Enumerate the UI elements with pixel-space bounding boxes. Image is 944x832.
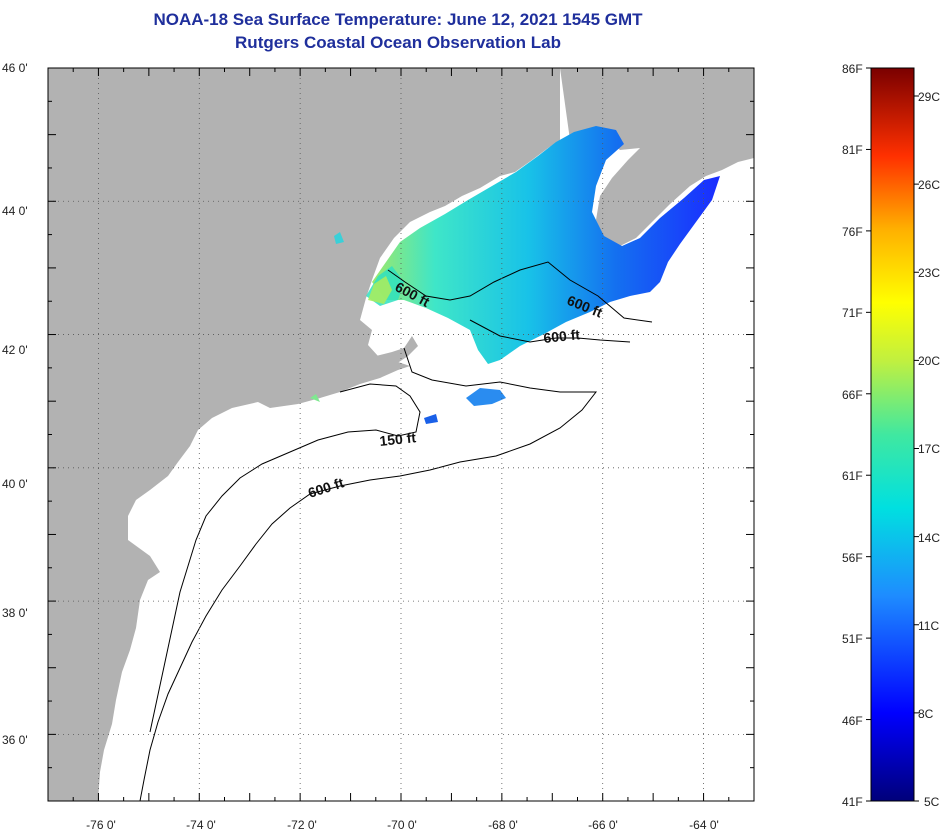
lat-label: 44 0'	[2, 204, 28, 218]
land-long-island	[258, 390, 332, 408]
contour-label-600ft-south: 600 ft	[543, 326, 581, 346]
lon-label: -70 0'	[387, 818, 417, 832]
colorbar-c-label: 11C	[918, 619, 940, 633]
lat-label: 42 0'	[2, 343, 28, 357]
colorbar-f-label: 71F	[842, 306, 863, 320]
colorbar-c-label: 23C	[918, 266, 941, 280]
land-us	[48, 68, 560, 801]
land-cape-cod	[376, 336, 418, 364]
sst-data	[310, 126, 720, 424]
colorbar-f-label: 76F	[842, 225, 863, 239]
colorbar-f-label: 56F	[842, 551, 863, 565]
colorbar-f-label: 81F	[842, 143, 863, 157]
lat-label: 38 0'	[2, 606, 28, 620]
map-grid	[48, 67, 754, 801]
colorbar	[870, 67, 915, 802]
colorbar-f-label: 51F	[842, 632, 863, 646]
lat-label: 36 0'	[2, 733, 28, 747]
colorbar-c-label: 20C	[918, 354, 941, 368]
lon-label: -64 0'	[689, 818, 719, 832]
longitude-labels: -76 0' -74 0' -72 0' -70 0' -68 0' -66 0…	[86, 818, 719, 832]
colorbar-f-label: 66F	[842, 388, 863, 402]
lon-label: -66 0'	[588, 818, 618, 832]
map-subtitle: Rutgers Coastal Ocean Observation Lab	[235, 33, 561, 52]
colorbar-c-label: 26C	[918, 178, 941, 192]
contour-label-150ft: 150 ft	[379, 429, 417, 449]
colorbar-f-label: 46F	[842, 714, 863, 728]
colorbar-c-label: 5C	[924, 795, 940, 809]
latitude-labels: 46 0' 44 0' 42 0' 40 0' 38 0' 36 0'	[2, 61, 28, 747]
lat-label: 46 0'	[2, 61, 28, 75]
colorbar-f-label: 61F	[842, 469, 863, 483]
lon-label: -76 0'	[86, 818, 116, 832]
depth-contours	[139, 261, 653, 801]
colorbar-c-label: 8C	[918, 707, 934, 721]
lon-label: -72 0'	[287, 818, 317, 832]
lon-label: -74 0'	[186, 818, 216, 832]
colorbar-ticks	[866, 67, 919, 802]
lat-label: 40 0'	[2, 477, 28, 491]
land-delmarva	[96, 556, 126, 660]
colorbar-c-label: 17C	[918, 442, 941, 456]
colorbar-c-label: 29C	[918, 90, 941, 104]
lon-label: -68 0'	[488, 818, 518, 832]
map-title: NOAA-18 Sea Surface Temperature: June 12…	[153, 10, 643, 29]
map-frame	[47, 67, 755, 802]
colorbar-c-label: 14C	[918, 531, 941, 545]
colorbar-f-label: 41F	[842, 795, 863, 809]
colorbar-f-label: 86F	[842, 62, 863, 76]
